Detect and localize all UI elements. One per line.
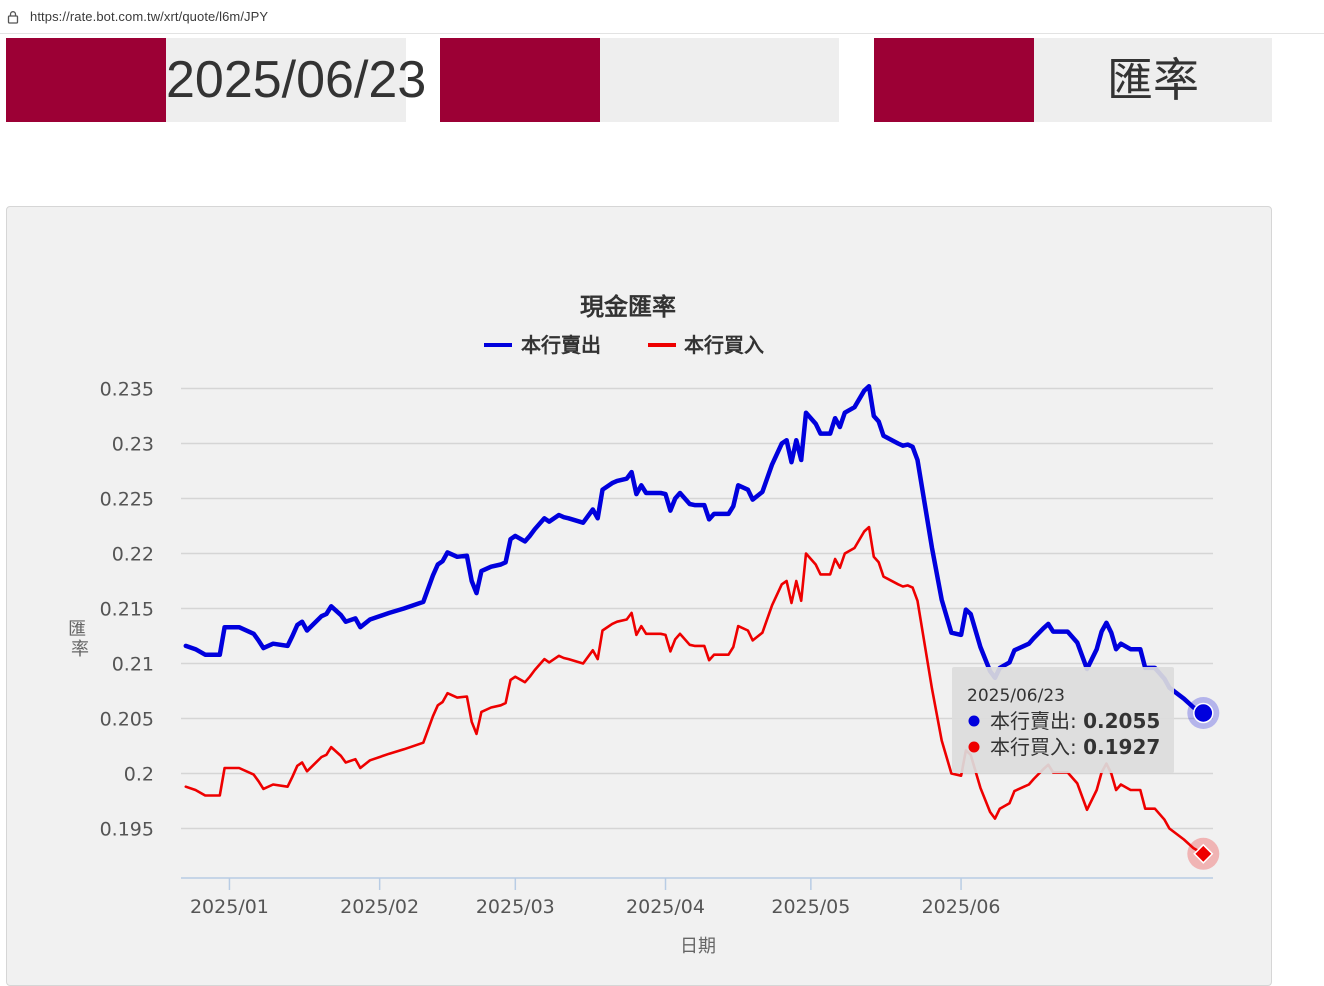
tooltip-box	[952, 667, 1174, 773]
legend-label-sell: 本行賣出	[521, 333, 601, 357]
tooltip-buy-row: 本行買入: 0.1927	[990, 735, 1160, 759]
x-axis-ticks: 2025/01 2025/02 2025/03 2025/04 2025/05 2025/…	[190, 878, 1001, 918]
tooltip-date: 2025/06/23	[967, 686, 1065, 706]
tooltip-buy-value: 0.1927	[1083, 735, 1160, 759]
series-line-sell[interactable]	[183, 384, 1206, 716]
x-tick-label: 2025/01	[190, 896, 269, 918]
legend-label-buy: 本行買入	[684, 333, 764, 357]
x-tick-label: 2025/06	[922, 896, 1001, 918]
x-axis-title: 日期	[680, 936, 716, 957]
tooltip-sell-value: 0.2055	[1083, 709, 1160, 733]
y-axis-title: 匯 率	[68, 619, 92, 660]
x-tick-label: 2025/04	[626, 896, 705, 918]
tooltip-buy-dot	[968, 741, 980, 753]
y-tick-label: 0.215	[100, 599, 154, 621]
header-rate-label: 匯率	[1107, 53, 1199, 107]
quote-date: 2025/06/23	[166, 51, 427, 109]
header-date-cell	[166, 38, 406, 122]
y-axis-title-line-1: 匯	[68, 619, 86, 640]
y-tick-label: 0.225	[100, 489, 154, 511]
hover-point-buy	[1193, 843, 1214, 864]
y-tick-label: 0.235	[100, 379, 154, 401]
y-axis-ticks: 0.235 0.23 0.225 0.22 0.215 0.21 0.205 0.2 0.195	[100, 379, 154, 841]
y-tick-label: 0.23	[112, 434, 154, 456]
header-rate-cell	[1034, 38, 1272, 122]
tooltip-buy-label: 本行買入	[990, 735, 1070, 759]
header-empty-cell	[600, 38, 839, 122]
y-tick-label: 0.2	[124, 764, 154, 786]
legend-item-sell[interactable]: 本行賣出	[484, 333, 601, 357]
chart-title: 現金匯率	[580, 293, 676, 321]
tooltip-sell-label: 本行賣出	[990, 709, 1070, 733]
chart-panel: 現金匯率 本行賣出 本行買入 0.235 0.23 0.225 0.22 0.215 0.…	[6, 206, 1272, 986]
y-tick-label: 0.22	[112, 544, 154, 566]
hover-point-sell	[1193, 702, 1214, 724]
tooltip: 2025/06/23 本行賣出: 0.2055 本行買入: 0.1927	[952, 667, 1174, 773]
lock-icon	[7, 11, 19, 24]
hover-markers	[1187, 697, 1220, 870]
y-tick-label: 0.205	[100, 709, 154, 731]
legend: 本行賣出 本行買入	[484, 333, 764, 357]
header-red-block-2	[440, 38, 600, 122]
series-line-buy[interactable]	[184, 525, 1205, 856]
tooltip-sell-row: 本行賣出: 0.2055	[990, 709, 1160, 733]
address-url[interactable]: https://rate.bot.com.tw/xrt/quote/l6m/JP…	[30, 9, 269, 24]
grid-lines	[181, 387, 1213, 830]
legend-item-buy[interactable]: 本行買入	[648, 333, 764, 357]
browser-address-bar[interactable]: https://rate.bot.com.tw/xrt/quote/l6m/JP…	[0, 0, 1324, 34]
y-tick-label: 0.21	[112, 654, 154, 676]
series-lines	[183, 384, 1206, 856]
y-axis-title-line-2: 率	[71, 639, 89, 660]
x-tick-label: 2025/05	[771, 896, 850, 918]
tooltip-sell-sep: :	[1070, 709, 1083, 733]
x-tick-label: 2025/03	[476, 896, 555, 918]
x-tick-label: 2025/02	[340, 896, 419, 918]
tooltip-sell-dot	[968, 715, 980, 727]
rate-chart[interactable]: 現金匯率 本行賣出 本行買入 0.2350.230.2250.220.2150.…	[7, 207, 1273, 967]
tooltip-buy-sep: :	[1070, 735, 1083, 759]
y-tick-label: 0.195	[100, 819, 154, 841]
header-red-block-3	[874, 38, 1034, 122]
header-red-block-1	[6, 38, 166, 122]
